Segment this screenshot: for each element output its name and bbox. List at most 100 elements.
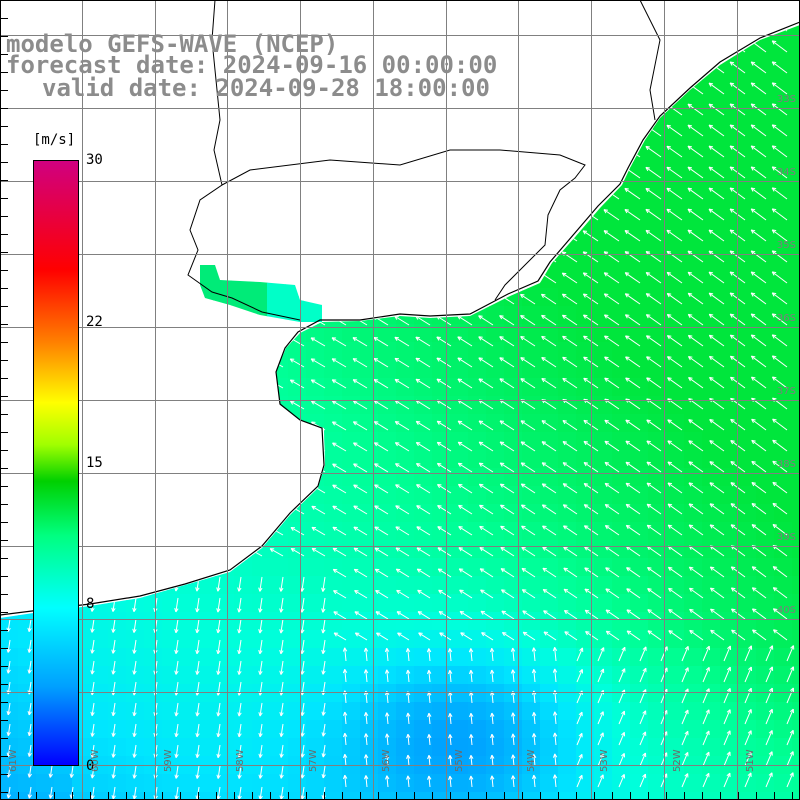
wind-arrow [750,145,767,158]
speed-cell [540,486,559,505]
wind-arrow [352,421,368,431]
speed-cell [468,558,487,577]
wind-arrow [481,632,494,641]
speed-cell [342,684,361,703]
speed-cell [450,702,469,721]
wind-arrow [646,0,661,10]
speed-cell [702,522,721,541]
speed-cell [684,234,703,253]
speed-cell [414,198,433,217]
speed-cell [144,540,163,559]
speed-cell [612,774,631,793]
speed-cell [630,432,649,451]
speed-cell [414,0,433,19]
wind-arrow [206,422,221,431]
speed-cell [324,576,343,595]
speed-cell [90,414,109,433]
speed-cell [504,702,523,721]
speed-cell [162,180,181,199]
speed-cell [576,486,595,505]
speed-cell [252,180,271,199]
speed-cell [522,306,541,325]
speed-cell [648,648,667,667]
speed-cell [648,540,667,559]
wind-arrow [561,209,578,221]
wind-arrow [393,168,410,179]
speed-cell [558,522,577,541]
speed-cell [414,720,433,739]
wind-arrow [121,2,136,10]
speed-cell [612,396,631,415]
speed-cell [360,468,379,487]
speed-cell [18,792,37,800]
speed-cell [306,432,325,451]
speed-cell [180,702,199,721]
wind-arrow [626,588,641,599]
speed-cell [630,0,649,19]
speed-cell [522,162,541,181]
wind-arrow [121,296,137,305]
wind-arrow [227,485,242,494]
wind-arrow [427,712,432,725]
speed-cell [558,144,577,163]
speed-cell [162,558,181,577]
wind-arrow [395,547,410,557]
speed-cell [486,720,505,739]
wind-arrow [90,744,95,758]
speed-cell [0,270,19,289]
speed-cell [234,324,253,343]
speed-cell [666,702,685,721]
wind-arrow [447,669,453,683]
speed-cell [756,576,775,595]
wind-arrow [416,505,431,515]
wind-arrow [376,632,389,641]
wind-arrow [342,732,348,746]
speed-cell [792,25,800,37]
wind-arrow [520,357,536,368]
wind-arrow [709,419,725,431]
wind-arrow [90,660,95,675]
wind-arrow [372,25,389,32]
speed-cell [558,468,577,487]
speed-cell [594,432,613,451]
wind-arrow [499,336,515,347]
wind-arrow [226,358,242,368]
speed-cell [321,296,322,315]
speed-cell [321,278,322,297]
speed-cell [468,612,487,631]
speed-cell [270,0,289,19]
wind-arrow [206,485,221,494]
speed-cell [594,144,613,163]
wind-arrow [522,631,536,641]
wind-arrow [247,358,263,368]
speed-cell [306,0,325,19]
speed-cell [198,360,217,379]
wind-arrow [583,335,599,347]
speed-cell [468,648,487,667]
wind-arrow [374,505,389,515]
speed-cell [486,360,505,379]
speed-cell [450,126,469,145]
speed-cell [630,396,649,415]
speed-cell [450,162,469,181]
wind-arrow [415,294,431,305]
speed-cell [378,288,397,307]
speed-cell [288,666,307,685]
speed-cell [108,774,127,793]
wind-arrow [311,526,326,536]
speed-cell [342,306,361,325]
speed-cell [558,324,577,343]
speed-cell [198,684,217,703]
speed-cell [774,504,793,523]
speed-cell [666,738,685,757]
wind-arrow [688,377,704,389]
speed-cell [738,720,757,739]
speed-cell [144,288,163,307]
speed-cell [162,540,181,559]
longitude-label: 57W [308,749,319,772]
wind-arrow [562,0,577,10]
wind-arrow [469,712,474,725]
wind-arrow [289,358,305,368]
wind-arrow [268,274,284,284]
wind-arrow [772,566,788,578]
